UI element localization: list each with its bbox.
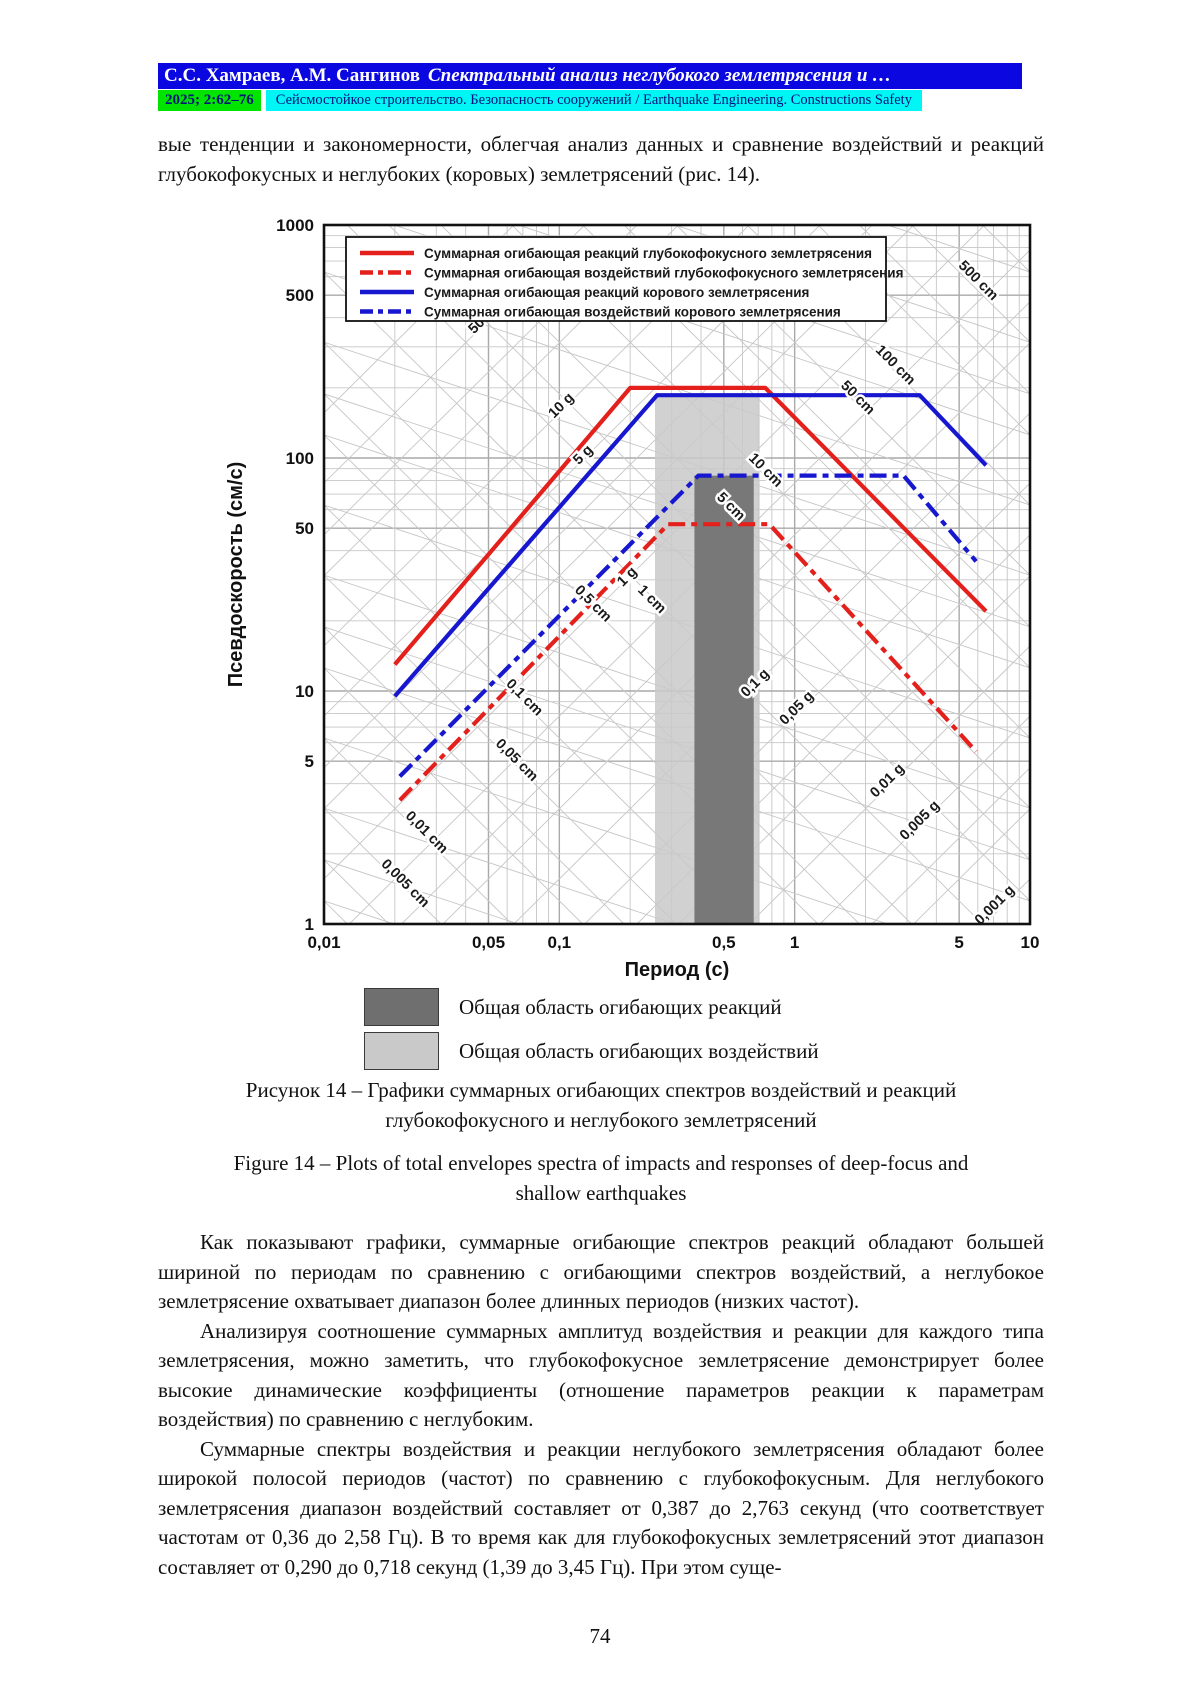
x-tick-label: 0,5 <box>712 933 736 952</box>
band-key-row-impacts: Общая область огибающих воздействий <box>364 1032 819 1070</box>
caption-en-line1: Figure 14 – Plots of total envelopes spe… <box>233 1151 969 1175</box>
paragraph-1: Как показывают графики, суммарные огибаю… <box>158 1230 1044 1313</box>
series-1 <box>393 393 988 698</box>
dark-gray-swatch <box>364 988 439 1026</box>
paragraph-intro-text: вые тенденции и закономерности, облегчая… <box>158 132 1044 186</box>
legend-entry-label: Суммарная огибающая воздействий корового… <box>424 305 841 320</box>
page-number: 74 <box>589 1624 611 1648</box>
header-title-text: С.С. Хамраев, А.М. Сангинов Спектральный … <box>158 63 1022 89</box>
tripartite-spectrum-plot: 50 g10 g5 g1 g0,1 g0,05 g0,01 g0,005 g0,… <box>225 216 1040 981</box>
legend-entry-label: Суммарная огибающая воздействий глубокоф… <box>424 266 903 281</box>
x-tick-label: 0,05 <box>472 933 505 952</box>
x-tick-label: 0,01 <box>307 933 340 952</box>
plot-frame <box>322 223 1032 926</box>
band-dark <box>694 475 754 924</box>
y-tick-label: 5 <box>305 752 314 771</box>
header-article-title: Спектральный анализ неглубокого землетря… <box>428 65 892 86</box>
y-tick-label: 100 <box>286 449 314 468</box>
y-tick-label: 500 <box>286 286 314 305</box>
plot-area: 50 g10 g5 g1 g0,1 g0,05 g0,01 g0,005 g0,… <box>324 225 1030 924</box>
y-tick-label: 10 <box>295 682 314 701</box>
caption-ru-line1: Рисунок 14 – Графики суммарных огибающих… <box>245 1078 957 1102</box>
header-title-bar: С.С. Хамраев, А.М. Сангинов Спектральный … <box>158 62 1022 90</box>
accel-line-label: 0,01 g <box>867 761 907 801</box>
paragraph-intro: вые тенденции и закономерности, облегчая… <box>158 130 1044 189</box>
series-0 <box>393 385 988 666</box>
header-authors: С.С. Хамраев, А.М. Сангинов <box>164 65 420 86</box>
accel-line-label: 5 g <box>570 442 596 468</box>
x-axis-title: Период (с) <box>625 959 730 981</box>
y-tick-label: 1000 <box>276 216 314 235</box>
body-text: Как показывают графики, суммарные огибаю… <box>158 1228 1044 1582</box>
disp-line-label: 50 cm <box>837 378 877 418</box>
paragraph-2: Анализируя соотношение суммарных амплиту… <box>158 1318 1044 1432</box>
disp-line-label: 0,05 cm <box>492 736 541 785</box>
series-3 <box>398 522 978 802</box>
chart-legend-box <box>345 236 887 322</box>
legend-entry-label: Суммарная огибающая реакций глубокофокус… <box>424 246 872 261</box>
figure-band-key: Общая область огибающих реакций Общая об… <box>364 988 819 1076</box>
series-2 <box>398 473 978 778</box>
figure-14-chart: 50 g10 g5 g1 g0,1 g0,05 g0,01 g0,005 g0,… <box>216 211 1046 988</box>
band-key-row-reactions: Общая область огибающих реакций <box>364 988 819 1026</box>
caption-ru-line2: глубокофокусного и неглубокого землетряс… <box>385 1108 817 1132</box>
y-tick-label: 1 <box>305 915 314 934</box>
caption-russian: Рисунок 14 – Графики суммарных огибающих… <box>158 1075 1044 1135</box>
caption-english: Figure 14 – Plots of total envelopes spe… <box>158 1148 1044 1208</box>
accel-line-label: 1 g <box>614 564 640 590</box>
header-journal-bar: 2025; 2:62–76 Сейсмостойкое строительств… <box>158 90 922 111</box>
band-key-label-impacts: Общая область огибающих воздействий <box>459 1038 819 1063</box>
disp-line-label: 0,01 cm <box>402 808 451 857</box>
disp-line-label: 0,005 cm <box>378 856 433 911</box>
y-axis-title: Псевдоскорость (см/с) <box>225 462 247 688</box>
x-tick-label: 5 <box>954 933 963 952</box>
paragraph-3: Суммарные спектры воздействия и реакции … <box>158 1436 1044 1579</box>
x-tick-label: 10 <box>1021 933 1040 952</box>
band-key-label-reactions: Общая область огибающих реакций <box>459 994 782 1019</box>
header-journal-name: Сейсмостойкое строительство. Безопасност… <box>265 90 922 111</box>
y-tick-label: 50 <box>295 519 314 538</box>
header-issue-badge: 2025; 2:62–76 <box>158 90 261 111</box>
x-tick-label: 0,1 <box>548 933 572 952</box>
x-tick-label: 1 <box>790 933 799 952</box>
accel-line-label: 0,05 g <box>777 688 817 728</box>
legend-entry-label: Суммарная огибающая реакций корового зем… <box>424 285 809 300</box>
caption-en-line2: shallow earthquakes <box>515 1181 687 1205</box>
light-gray-swatch <box>364 1032 439 1070</box>
